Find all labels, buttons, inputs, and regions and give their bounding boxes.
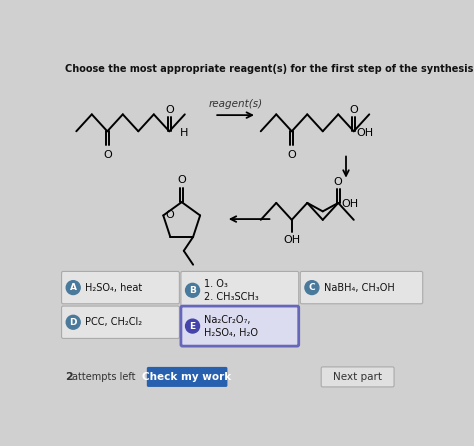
FancyBboxPatch shape: [147, 367, 228, 387]
Text: OH: OH: [283, 235, 301, 245]
Text: O: O: [287, 150, 296, 160]
Text: 1. O₃
2. CH₃SCH₃: 1. O₃ 2. CH₃SCH₃: [204, 279, 259, 302]
FancyBboxPatch shape: [321, 367, 394, 387]
Text: E: E: [190, 322, 196, 330]
Text: O: O: [165, 211, 174, 220]
FancyBboxPatch shape: [181, 272, 299, 309]
Circle shape: [66, 315, 80, 329]
Text: Check my work: Check my work: [143, 372, 232, 382]
FancyBboxPatch shape: [62, 272, 179, 304]
Text: 2: 2: [65, 372, 73, 382]
Text: C: C: [309, 283, 315, 292]
Text: Na₂Cr₂O₇,
H₂SO₄, H₂O: Na₂Cr₂O₇, H₂SO₄, H₂O: [204, 314, 258, 338]
Text: Next part: Next part: [333, 372, 382, 382]
FancyBboxPatch shape: [181, 306, 299, 346]
Text: reagent(s): reagent(s): [209, 99, 263, 109]
Text: Choose the most appropriate reagent(s) for the first step of the synthesis.: Choose the most appropriate reagent(s) f…: [65, 63, 474, 74]
Text: O: O: [334, 177, 343, 187]
Text: O: O: [165, 105, 173, 115]
Text: PCC, CH₂Cl₂: PCC, CH₂Cl₂: [85, 317, 142, 327]
Circle shape: [186, 283, 200, 297]
Text: O: O: [103, 150, 112, 160]
Text: D: D: [70, 318, 77, 327]
Circle shape: [305, 281, 319, 294]
Text: H₂SO₄, heat: H₂SO₄, heat: [85, 283, 142, 293]
FancyBboxPatch shape: [300, 272, 423, 304]
Text: OH: OH: [357, 128, 374, 138]
Text: H: H: [180, 128, 189, 138]
Text: OH: OH: [341, 199, 358, 210]
Text: O: O: [177, 175, 186, 185]
FancyBboxPatch shape: [62, 306, 179, 339]
Circle shape: [66, 281, 80, 294]
Text: NaBH₄, CH₃OH: NaBH₄, CH₃OH: [324, 283, 394, 293]
Text: attempts left: attempts left: [72, 372, 135, 382]
Circle shape: [186, 319, 200, 333]
Text: O: O: [349, 105, 358, 115]
Text: B: B: [189, 286, 196, 295]
Text: A: A: [70, 283, 77, 292]
